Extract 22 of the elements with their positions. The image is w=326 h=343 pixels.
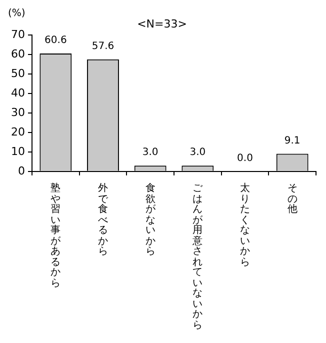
data-label: 9.1 [284, 135, 300, 146]
y-axis-title: (%) [8, 8, 26, 19]
x-tick-label: その他 [286, 183, 298, 216]
y-tick-label: 30 [10, 106, 25, 119]
data-label: 60.6 [44, 35, 67, 46]
data-label: 57.6 [92, 40, 114, 52]
category-label: ごはんが用意されていないから [192, 183, 203, 330]
chart-title: <N=33> [137, 17, 187, 30]
y-tick-label: 10 [10, 144, 25, 158]
x-tick-label: 外で食べるから [96, 183, 109, 258]
x-tick-label: 太りたくないから [238, 183, 251, 268]
data-label: 3.0 [142, 147, 158, 158]
y-tick-label: 0 [18, 164, 25, 178]
y-tick-label: 40 [10, 86, 25, 100]
data-label: 3.0 [190, 147, 206, 158]
data-label: 0.0 [237, 152, 253, 164]
y-tick-label: 50 [10, 66, 25, 80]
y-tick-label: 20 [10, 125, 25, 138]
y-tick-label: 60 [10, 48, 25, 61]
x-tick-label: 食欲がないから [144, 183, 156, 258]
y-tick-label: 70 [10, 28, 25, 42]
category-label: 塾や習い事があるから [50, 183, 61, 288]
